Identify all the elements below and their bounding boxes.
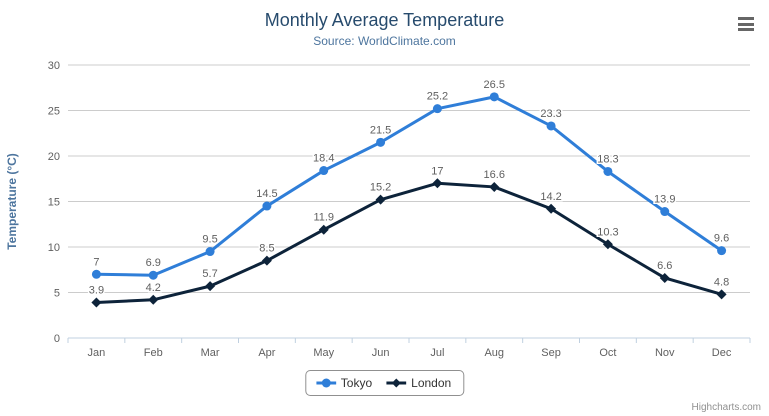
data-label: 8.5 <box>259 243 274 255</box>
data-point-marker-london[interactable] <box>318 224 329 235</box>
data-point-marker-london[interactable] <box>602 239 613 250</box>
data-label: 6.9 <box>146 257 161 269</box>
data-label: 6.6 <box>657 260 672 272</box>
data-label: 15.2 <box>370 182 391 194</box>
data-point-marker-london[interactable] <box>205 281 216 292</box>
data-point-marker-london[interactable] <box>375 194 386 205</box>
data-label: 4.2 <box>146 282 161 294</box>
chart-subtitle: Source: WorldClimate.com <box>313 34 456 48</box>
credits-link[interactable]: Highcharts.com <box>691 402 761 413</box>
data-point-marker-london[interactable] <box>716 289 727 300</box>
series-line-london[interactable] <box>94 181 724 305</box>
data-label: 5.7 <box>202 268 217 280</box>
data-point-marker-tokyo[interactable] <box>91 269 101 279</box>
data-label: 10.3 <box>597 226 618 238</box>
x-axis-category-label: Sep <box>541 347 561 359</box>
legend-label: Tokyo <box>340 376 373 390</box>
hamburger-menu-icon <box>738 28 754 31</box>
y-axis-tick-label: 0 <box>54 333 60 345</box>
data-point-marker-tokyo[interactable] <box>489 92 499 102</box>
data-label: 21.5 <box>370 124 391 136</box>
y-axis-tick-label: 30 <box>48 60 60 72</box>
data-label: 18.3 <box>597 153 618 165</box>
legend: Tokyo London <box>304 370 465 396</box>
diamond-legend-marker-icon <box>386 378 407 388</box>
data-point-marker-tokyo[interactable] <box>717 246 727 256</box>
data-label: 4.8 <box>714 276 729 288</box>
data-label: 9.6 <box>714 233 729 245</box>
series-line-tokyo[interactable] <box>94 95 724 277</box>
data-point-marker-london[interactable] <box>489 181 500 192</box>
data-point-marker-london[interactable] <box>432 178 443 189</box>
data-label: 23.3 <box>540 108 561 120</box>
data-label: 26.5 <box>484 79 505 91</box>
x-axis-category-label: Nov <box>655 347 675 359</box>
legend-item-london[interactable]: London <box>386 376 451 390</box>
data-point-marker-tokyo[interactable] <box>376 137 386 147</box>
x-axis-category-label: Aug <box>484 347 504 359</box>
data-label: 11.9 <box>313 212 334 224</box>
data-label: 25.2 <box>427 91 448 103</box>
x-axis-category-label: Mar <box>201 347 220 359</box>
data-label: 18.4 <box>313 153 334 165</box>
data-point-marker-tokyo[interactable] <box>603 166 613 176</box>
data-point-marker-tokyo[interactable] <box>546 121 556 131</box>
y-axis-title: Temperature (°C) <box>5 153 19 250</box>
y-axis-tick-label: 15 <box>48 197 60 209</box>
y-axis-tick-label: 5 <box>54 288 60 300</box>
data-label: 7 <box>93 256 99 268</box>
legend-item-tokyo[interactable]: Tokyo <box>315 376 373 390</box>
x-axis-category-label: Jan <box>88 347 106 359</box>
x-axis-category-label: Oct <box>599 347 616 359</box>
data-label: 14.5 <box>256 188 277 200</box>
hamburger-menu-icon <box>738 22 754 26</box>
data-point-marker-london[interactable] <box>91 297 102 308</box>
data-label: 16.6 <box>484 169 505 181</box>
data-point-marker-london[interactable] <box>261 255 272 266</box>
data-point-marker-tokyo[interactable] <box>262 201 272 211</box>
data-point-marker-tokyo[interactable] <box>148 270 158 280</box>
data-label: 3.9 <box>89 285 104 297</box>
y-axis-tick-label: 10 <box>48 242 60 254</box>
data-point-marker-london[interactable] <box>659 272 670 283</box>
data-label: 13.9 <box>654 194 675 206</box>
x-axis-category-label: May <box>313 347 334 359</box>
hamburger-menu-icon <box>738 17 754 20</box>
y-axis-tick-label: 25 <box>48 106 60 118</box>
data-point-marker-london[interactable] <box>546 203 557 214</box>
chart-title: Monthly Average Temperature <box>264 10 505 30</box>
x-axis-category-label: Apr <box>258 347 275 359</box>
export-menu-button[interactable] <box>736 16 756 32</box>
data-point-marker-tokyo[interactable] <box>432 104 442 114</box>
data-label: 14.2 <box>540 191 561 203</box>
x-axis-category-label: Jul <box>430 347 444 359</box>
y-axis-tick-label: 20 <box>48 151 60 163</box>
data-point-marker-london[interactable] <box>148 294 159 305</box>
data-label: 9.5 <box>202 234 217 246</box>
legend-label: London <box>411 376 452 390</box>
x-axis-category-label: Feb <box>144 347 163 359</box>
x-axis-category-label: Dec <box>712 347 732 359</box>
data-label: 17 <box>431 165 443 177</box>
data-point-marker-tokyo[interactable] <box>319 166 329 176</box>
data-point-marker-tokyo[interactable] <box>660 207 670 217</box>
circle-legend-marker-icon <box>315 378 336 388</box>
data-point-marker-tokyo[interactable] <box>205 247 215 257</box>
x-axis-category-label: Jun <box>372 347 390 359</box>
